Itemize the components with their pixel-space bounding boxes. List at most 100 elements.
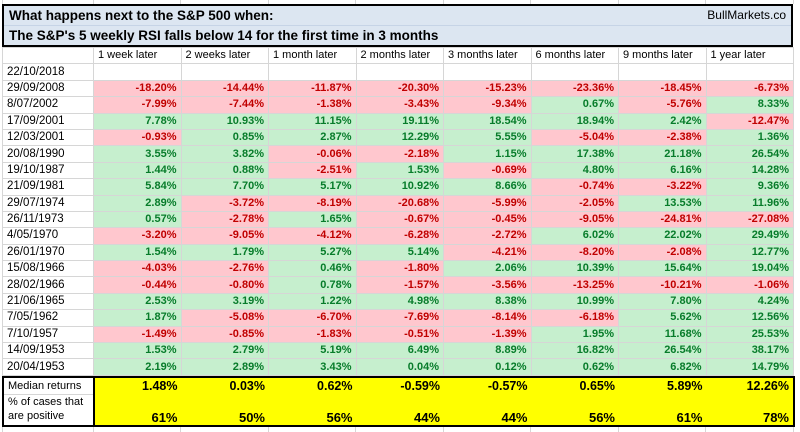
return-cell: 10.39% [530,260,619,278]
return-cell: -14.44% [180,79,269,98]
row-date: 17/09/2001 [2,112,94,130]
return-cell: 14.28% [705,161,794,180]
median-value: 5.89% [619,376,707,395]
return-cell: -0.44% [93,276,182,294]
percent-positive-value: 61% [619,394,707,427]
return-cell: -20.68% [355,194,444,212]
percent-positive-value: 61% [94,394,182,427]
row-date: 15/08/1966 [2,260,94,278]
percent-positive-value: 50% [181,394,269,427]
row-date: 22/10/2018 [2,63,94,81]
return-cell: -8.19% [268,194,357,212]
table-row: 21/06/1965 2.53% 3.19% 1.22% 4.98% 8.38% 10.99… [2,292,794,311]
median-value: 0.65% [531,376,619,395]
return-cell: -13.25% [530,276,619,294]
table-row: 19/10/1987 1.44% 0.88% -2.51% 1.53% -0.69% 4.8… [2,161,794,180]
table-row: 12/03/2001 -0.93% 0.85% 2.87% 12.29% 5.55% -5.… [2,128,794,147]
return-cell: 2.89% [93,194,182,212]
table-row: 7/10/1957 -1.49% -0.85% -1.83% -0.51% -1.39% 1… [2,325,794,344]
title-block: What happens next to the S&P 500 when: B… [2,4,793,47]
summary-table: Median returns 1.48% 0.03% 0.62% -0.59% -0.5… [2,375,795,428]
return-cell: 9.36% [705,178,794,196]
return-cell: 22.02% [618,227,707,245]
row-date: 14/09/1953 [2,342,94,360]
table-row: 20/08/1990 3.55% 3.82% -0.06% -2.18% 1.15% 17.… [2,145,794,163]
return-cell: -1.38% [268,96,357,114]
return-cell: -6.28% [355,227,444,245]
return-cell: 11.68% [618,325,707,344]
return-cell: 3.82% [180,145,269,163]
return-cell: 17.38% [530,145,619,163]
return-cell: 26.54% [618,342,707,360]
return-cell: 0.46% [268,260,357,278]
return-cell: -2.72% [443,227,532,245]
return-cell: 10.93% [180,112,269,130]
table-row: 29/09/2008 -18.20% -14.44% -11.87% -20.30% -1… [2,79,794,98]
return-cell: 4.24% [705,292,794,311]
return-cell: -1.57% [355,276,444,294]
return-cell: 1.15% [443,145,532,163]
return-cell: 14.79% [705,358,794,376]
return-cell: 4.98% [355,292,444,311]
return-cell [180,63,269,81]
median-value: -0.57% [444,376,532,395]
return-cell: -0.74% [530,178,619,196]
median-value: 12.26% [706,376,794,395]
return-cell: -2.51% [268,161,357,180]
return-cell: 7.70% [180,178,269,196]
percent-positive-value: 44% [444,394,532,427]
return-cell: -23.36% [530,79,619,98]
median-value: 0.03% [181,376,269,395]
return-cell: -6.73% [705,79,794,98]
median-returns-label: Median returns [3,376,95,396]
return-cell: 1.22% [268,292,357,311]
return-cell: -5.76% [618,96,707,114]
return-cell: -0.06% [268,145,357,163]
return-cell: 18.94% [530,112,619,130]
return-cell: 8.38% [443,292,532,311]
return-cell: -5.99% [443,194,532,212]
row-date: 21/09/1981 [2,178,94,196]
return-cell: 7.80% [618,292,707,311]
return-cell: -7.99% [93,96,182,114]
return-cell: 11.15% [268,112,357,130]
return-cell: -4.21% [443,243,532,262]
return-cell: -1.39% [443,325,532,344]
return-cell: -9.05% [180,227,269,245]
return-cell: -3.22% [618,178,707,196]
table-row: 17/09/2001 7.78% 10.93% 11.15% 19.11% 18.54% 1… [2,112,794,130]
return-cell: -9.34% [443,96,532,114]
table-row: 4/05/1970 -3.20% -9.05% -4.12% -6.28% -2.72% 6… [2,227,794,245]
column-header: 1 week later [93,46,182,65]
return-cell: -1.49% [93,325,182,344]
table-row: 20/04/1953 2.19% 2.89% 3.43% 0.04% 0.12% 0.62%… [2,358,794,376]
row-date: 21/06/1965 [2,292,94,311]
return-cell: 2.87% [268,128,357,147]
return-cell: -0.67% [355,210,444,229]
median-value: 1.48% [94,376,182,395]
return-cell [530,63,619,81]
return-cell: 6.02% [530,227,619,245]
return-cell: 1.36% [705,128,794,147]
return-cell [705,63,794,81]
return-cell: 21.18% [618,145,707,163]
return-cell: 0.88% [180,161,269,180]
return-cell: 6.49% [355,342,444,360]
return-cell: -4.12% [268,227,357,245]
return-cell: 5.55% [443,128,532,147]
return-cell: 1.53% [93,342,182,360]
return-cell: -1.83% [268,325,357,344]
return-cell: 38.17% [705,342,794,360]
return-cell: -2.08% [618,243,707,262]
return-cell: -0.85% [180,325,269,344]
return-cell: 0.85% [180,128,269,147]
return-cell: -3.56% [443,276,532,294]
return-cell: -0.45% [443,210,532,229]
returns-table: 1 week later 2 weeks later 1 month later 2 … [2,46,794,376]
return-cell: 0.57% [93,210,182,229]
row-date: 26/01/1970 [2,243,94,262]
return-cell: 19.11% [355,112,444,130]
percent-positive-value: 78% [706,394,794,427]
return-cell: -18.45% [618,79,707,98]
table-row: 29/07/1974 2.89% -3.72% -8.19% -20.68% -5.99%… [2,194,794,212]
